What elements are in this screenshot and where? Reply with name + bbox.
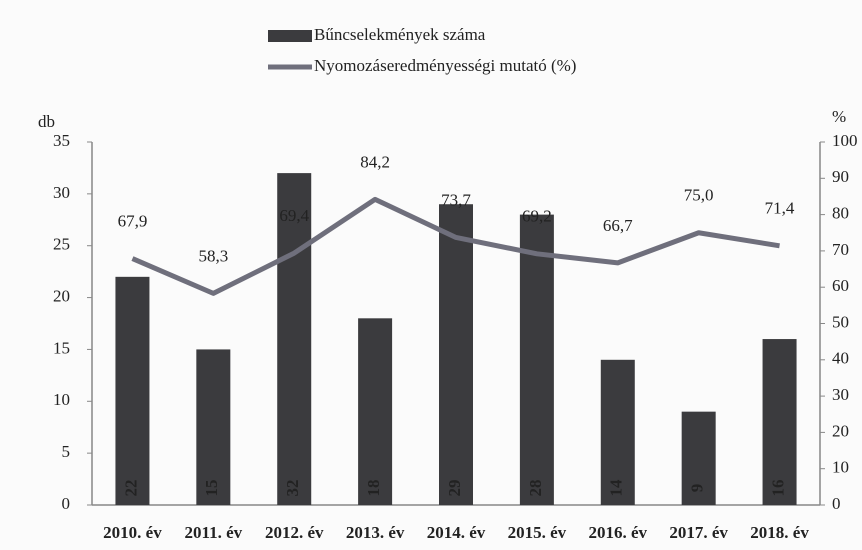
x-tick-label: 2016. év (589, 523, 648, 542)
y2-tick-label: 50 (832, 312, 849, 331)
y-tick-label: 5 (62, 442, 71, 461)
x-tick-label: 2013. év (346, 523, 405, 542)
bar (115, 276, 150, 505)
line-value-label: 67,9 (118, 211, 148, 230)
y-tick-label: 30 (53, 183, 70, 202)
bar (519, 214, 554, 505)
bar-value-label: 29 (445, 480, 464, 497)
bar-value-label: 32 (283, 480, 302, 497)
legend-label: Nyomozáseredményességi mutató (%) (314, 56, 576, 75)
y2-tick-label: 80 (832, 204, 849, 223)
y-tick-label: 35 (53, 131, 70, 150)
bar-value-label: 9 (688, 484, 707, 493)
bar-value-label: 16 (768, 480, 787, 497)
y-tick-label: 15 (53, 338, 70, 357)
y2-tick-label: 100 (832, 131, 858, 150)
x-tick-label: 2011. év (185, 523, 243, 542)
y2-tick-label: 10 (832, 458, 849, 477)
x-tick-label: 2015. év (508, 523, 567, 542)
y2-tick-label: 90 (832, 167, 849, 186)
x-tick-label: 2018. év (750, 523, 809, 542)
y2-tick-label: 20 (832, 421, 849, 440)
line-value-label: 73,7 (441, 190, 471, 209)
bar-value-label: 28 (526, 480, 545, 497)
bar (439, 204, 473, 505)
line-value-label: 66,7 (603, 216, 633, 235)
bar-value-label: 15 (202, 480, 221, 497)
bar (196, 349, 231, 505)
line (131, 196, 780, 296)
line-value-label: 58,3 (198, 246, 228, 265)
y-tick-label: 0 (62, 494, 71, 513)
x-tick-label: 2017. év (669, 523, 728, 542)
legend-label: Bűncselekmények száma (314, 25, 486, 44)
bar-value-label: 18 (364, 480, 383, 497)
y2-tick-label: 60 (832, 276, 849, 295)
y-tick-label: 20 (53, 286, 70, 305)
y-axis-label: db (38, 112, 55, 131)
line-value-label: 71,4 (765, 199, 795, 218)
x-tick-label: 2010. év (103, 523, 162, 542)
line-value-label: 69,4 (279, 206, 309, 225)
x-tick-label: 2014. év (427, 523, 486, 542)
bar (681, 411, 716, 505)
bar (277, 173, 312, 505)
bar (358, 318, 393, 505)
bar-value-label: 14 (607, 479, 626, 497)
y2-tick-label: 30 (832, 385, 849, 404)
y2-tick-label: 40 (832, 349, 849, 368)
line-value-label: 75,0 (684, 186, 714, 205)
x-tick-label: 2012. év (265, 523, 324, 542)
y-tick-label: 10 (53, 390, 70, 409)
y2-axis-label: % (832, 107, 846, 126)
y-tick-label: 25 (53, 235, 70, 254)
y2-tick-label: 0 (832, 494, 841, 513)
legend-swatch (268, 30, 312, 42)
bar-value-label: 22 (121, 480, 140, 497)
y2-tick-label: 70 (832, 240, 849, 259)
bar (600, 359, 635, 505)
line-value-label: 69,2 (522, 207, 552, 226)
line-value-label: 84,2 (360, 152, 390, 171)
bar (762, 339, 797, 505)
